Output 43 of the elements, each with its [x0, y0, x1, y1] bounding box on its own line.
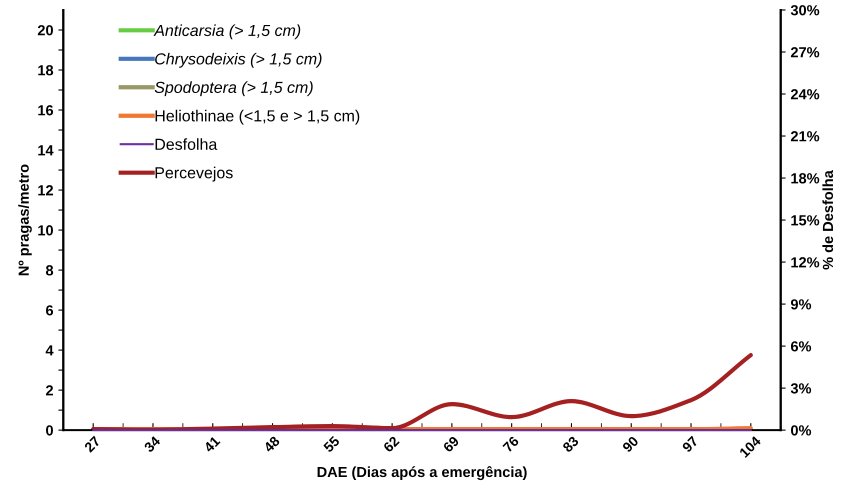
- y2-tick-label: 15%: [791, 215, 820, 226]
- y-tick-label: 18: [38, 65, 54, 76]
- x-tick-label: 90: [622, 436, 639, 453]
- y2-tick-label: 0%: [791, 425, 812, 436]
- y-tick-label: 12: [38, 185, 53, 196]
- x-tick-label: 76: [502, 436, 520, 453]
- y-tick-label: 4: [46, 345, 54, 356]
- y2-tick-label: 6%: [790, 341, 812, 352]
- y-tick-label: 20: [38, 25, 53, 36]
- y-axis-title: Nº pragas/metro: [18, 164, 32, 276]
- x-axis-title: DAE (Dias após a emergência): [318, 466, 527, 480]
- x-tick-label: 41: [203, 436, 220, 453]
- y2-tick-label: 21%: [790, 131, 820, 142]
- x-tick-label: 69: [442, 436, 460, 453]
- y-tick-label: 0: [46, 425, 53, 436]
- y2-tick-label: 27%: [790, 47, 820, 58]
- y2-tick-label: 12%: [791, 257, 820, 268]
- x-tick-label: 83: [562, 436, 580, 453]
- legend-label: Anticarsia (> 1,5 cm): [153, 24, 300, 40]
- y2-tick-label: 30%: [790, 5, 820, 16]
- y-tick-label: 10: [38, 225, 53, 236]
- y-tick-label: 8: [46, 265, 54, 276]
- legend-label: Chrysodeixis (> 1,5 cm): [155, 52, 322, 68]
- x-tick-label: 97: [682, 436, 699, 453]
- x-tick-label: 48: [262, 436, 280, 453]
- y-tick-label: 14: [38, 145, 54, 156]
- y2-tick-label: 3%: [790, 383, 812, 394]
- y-tick-label: 2: [46, 385, 53, 396]
- y-tick-label: 6: [46, 305, 54, 316]
- y2-tick-label: 9%: [790, 299, 812, 310]
- x-tick-label: 55: [322, 436, 340, 453]
- x-tick-label: 34: [143, 435, 162, 453]
- y2-tick-label: 24%: [790, 89, 820, 100]
- x-tick-label: 62: [382, 436, 400, 453]
- y-tick-label: 16: [38, 105, 54, 116]
- x-tick-label: 27: [84, 436, 101, 453]
- y2-tick-label: 18%: [791, 173, 820, 184]
- legend-label: Desfolha: [156, 138, 218, 150]
- legend-label: Heliothinae (<1,5 e > 1,5 cm): [156, 110, 360, 125]
- legend-label: Spodoptera (> 1,5 cm): [154, 81, 313, 96]
- x-tick-label: 104: [738, 435, 762, 458]
- legend-label: Percevejos: [156, 166, 233, 182]
- y2-axis-title: % de Desfolha: [822, 170, 834, 270]
